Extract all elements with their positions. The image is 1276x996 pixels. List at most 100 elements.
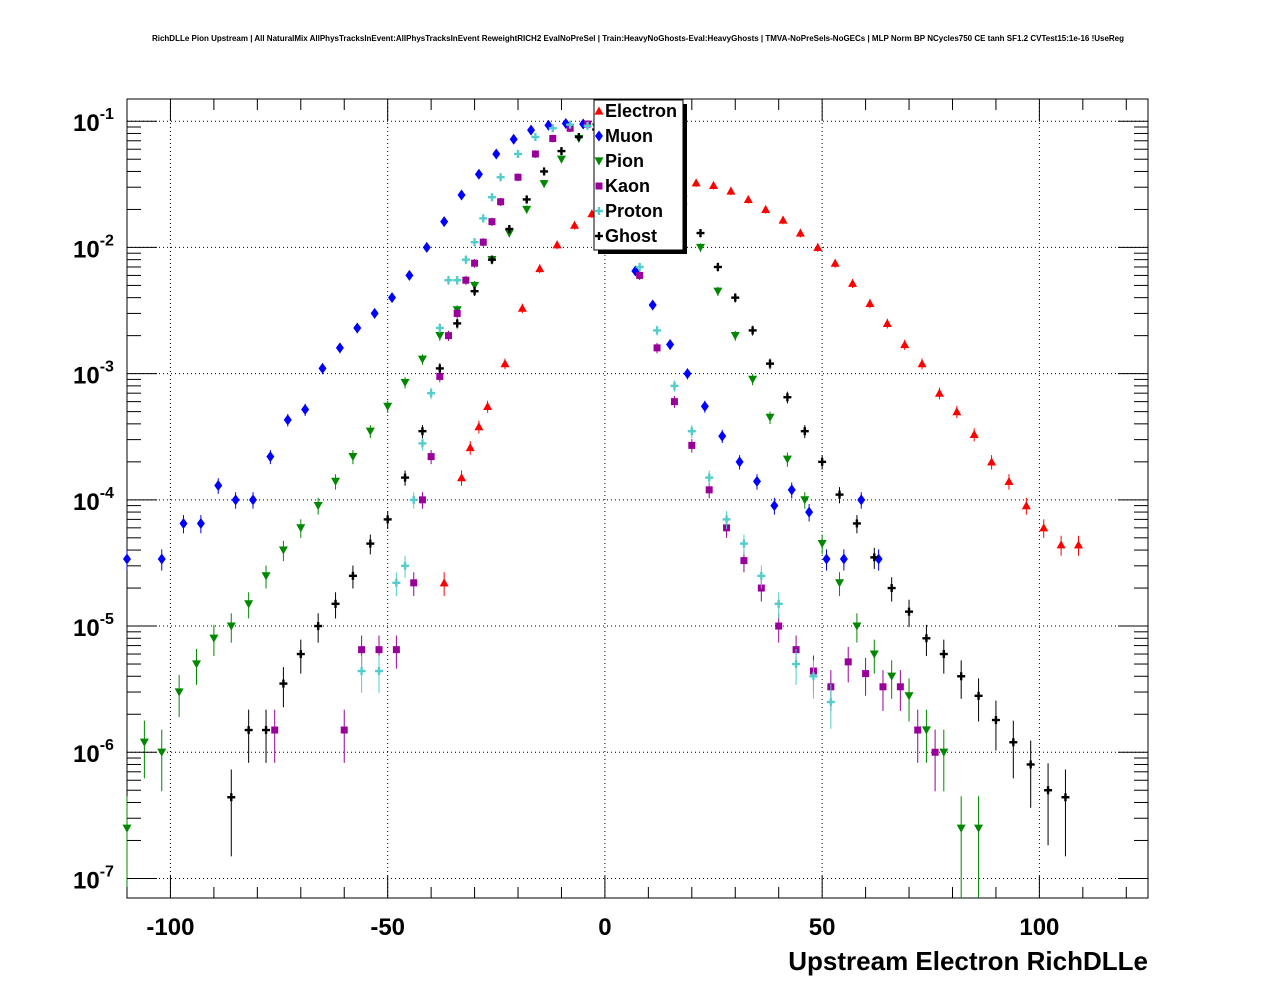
point-ghost (453, 319, 462, 328)
legend-marker-proton (595, 207, 603, 215)
point-electron (483, 401, 493, 410)
point-kaon (471, 259, 479, 267)
point-kaon (436, 372, 444, 380)
point-ghost (366, 539, 375, 548)
point-ghost (939, 650, 948, 659)
point-muon (527, 124, 536, 136)
y-tick-label-2: 10-5 (73, 611, 114, 642)
point-kaon (531, 150, 539, 158)
marker-bar-v (760, 571, 763, 580)
marker-bar-v (455, 319, 459, 328)
point-proton (374, 667, 383, 676)
point-ghost (470, 287, 479, 296)
point-kaon (931, 748, 939, 756)
point-proton (470, 238, 479, 247)
point-kaon (410, 579, 418, 587)
point-proton (826, 698, 835, 707)
marker-bar-v (838, 490, 841, 499)
marker-bar-v (421, 439, 424, 448)
point-electron (830, 258, 840, 267)
marker-bar-v (490, 255, 494, 264)
point-pion (209, 634, 219, 643)
point-proton (392, 578, 401, 587)
series-proton (357, 120, 835, 729)
marker-bar-v (438, 364, 442, 373)
point-kaon (497, 198, 505, 206)
point-ghost (557, 147, 566, 156)
point-muon (752, 475, 761, 487)
marker-bar-v (299, 650, 302, 659)
point-proton (739, 539, 748, 548)
marker-bar-v (334, 599, 337, 608)
point-ghost (696, 229, 705, 238)
marker-bar-v (473, 287, 476, 296)
point-kaon (488, 218, 496, 226)
marker-bar-v (421, 427, 424, 436)
marker-bar-v (403, 473, 407, 482)
point-pion (904, 692, 914, 701)
legend: Electron Muon Pion Kaon Proton Ghost (593, 99, 687, 254)
marker-bar-v (482, 214, 485, 223)
legend-marker-ghost (595, 232, 603, 240)
marker-bar-v (516, 149, 520, 158)
marker-bar-v (473, 238, 476, 247)
point-ghost (1009, 738, 1018, 747)
point-proton (427, 389, 436, 398)
point-muon (123, 553, 131, 565)
marker-bar-v (429, 389, 433, 398)
point-ghost (227, 793, 236, 802)
point-proton (461, 255, 470, 264)
point-pion (869, 650, 879, 659)
point-pion (417, 355, 427, 364)
y-tick-exponent: -2 (100, 232, 114, 249)
point-kaon (549, 134, 557, 142)
point-pion (139, 738, 149, 747)
point-kaon (775, 622, 783, 630)
point-electron (987, 457, 997, 466)
chart-title: RichDLLe Pion Upstream | All NaturalMix … (151, 34, 1125, 43)
point-pion (157, 748, 167, 757)
y-tick-label-4: 10-3 (73, 359, 114, 390)
marker-bar-v (455, 276, 459, 285)
point-ghost (887, 584, 896, 593)
point-pion (435, 332, 445, 341)
point-pion (122, 824, 132, 833)
legend-box (593, 99, 684, 251)
legend-marker-electron (594, 106, 604, 115)
point-ghost (296, 650, 305, 659)
point-pion (192, 660, 202, 669)
point-proton (635, 262, 644, 271)
point-kaon (271, 726, 279, 734)
marker-bar-v (369, 539, 372, 548)
marker-bar-v (264, 726, 268, 735)
marker-bar-v (751, 326, 754, 335)
point-muon (388, 292, 397, 304)
legend-entry-pion: Pion (605, 151, 644, 171)
y-tick-label-3: 10-4 (73, 485, 114, 516)
point-pion (695, 243, 705, 252)
marker-bar-v (586, 121, 589, 130)
point-proton (496, 173, 505, 182)
point-proton (531, 132, 540, 141)
point-proton (809, 672, 818, 681)
marker-bar-v (925, 634, 928, 643)
point-muon (301, 403, 310, 415)
point-muon (370, 307, 379, 319)
point-electron (848, 278, 858, 287)
series-pion (122, 118, 984, 898)
legend-entry-proton: Proton (605, 201, 663, 221)
marker-bar-v (447, 276, 450, 285)
point-electron (500, 359, 510, 368)
point-pion (261, 572, 271, 581)
marker-bar-v (725, 515, 728, 524)
x-tick-label-4: 100 (1019, 914, 1059, 941)
marker-bar-v (412, 495, 415, 504)
marker-bar-v (508, 224, 511, 233)
point-proton (774, 599, 783, 608)
marker-bar-v (403, 561, 407, 570)
marker-bar-v (282, 679, 285, 688)
marker-bar-v (1064, 793, 1067, 802)
point-pion (939, 748, 949, 757)
x-tick-label-3: 50 (809, 914, 836, 941)
point-kaon (914, 726, 922, 734)
